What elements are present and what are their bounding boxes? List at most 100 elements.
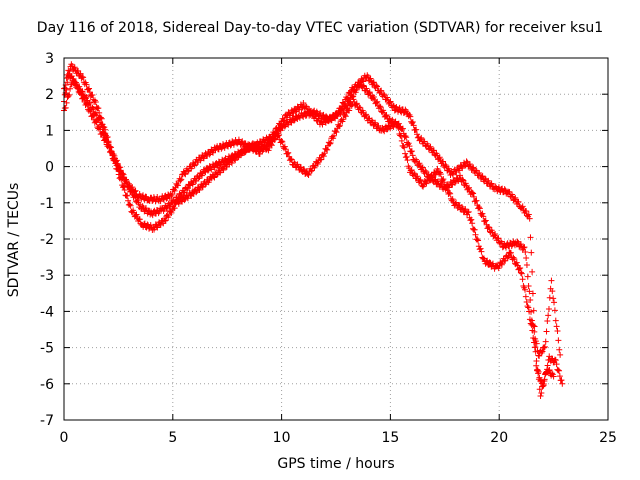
data-point [398,137,405,144]
data-point [446,189,453,196]
data-point [482,175,489,182]
data-point [278,138,285,145]
data-point [544,362,551,369]
data-point [95,105,102,112]
data-point [340,116,347,123]
x-tick-label: 20 [490,430,508,446]
data-point [75,67,82,74]
data-point [384,126,391,133]
data-point [394,121,401,128]
data-point [459,165,466,172]
data-point [294,161,301,168]
data-point [537,393,544,400]
data-point [398,132,405,139]
data-point [86,106,93,113]
y-tick-label: -1 [40,196,54,212]
data-point [409,152,416,159]
chart-title: Day 116 of 2018, Sidereal Day-to-day VTE… [36,20,604,36]
data-point [285,121,292,128]
data-point [251,144,258,151]
data-point [401,144,408,151]
data-point [545,367,552,374]
data-point [541,343,548,350]
data-point [65,67,72,74]
data-point [468,216,475,223]
data-point [543,328,550,335]
data-point [63,75,70,82]
data-point [83,94,90,101]
data-point [546,367,553,374]
data-point [324,146,331,153]
data-point [193,177,200,184]
data-point [411,170,418,177]
data-point [363,111,370,118]
data-point [472,231,479,238]
data-point [469,189,476,196]
data-point [117,167,124,174]
data-point [523,262,530,269]
data-point [242,140,249,147]
data-point [476,204,483,211]
data-point [136,216,143,223]
data-point [403,134,410,141]
data-point [404,157,411,164]
data-point [522,293,529,300]
data-point [66,91,73,98]
data-point [526,288,533,295]
data-point [554,327,561,334]
data-point [517,269,524,276]
data-point [71,78,78,85]
data-point [532,348,539,355]
data-point [189,181,196,188]
data-point [202,169,209,176]
data-point [531,344,538,351]
data-point [171,187,178,194]
data-point [195,175,202,182]
data-point [519,203,526,210]
data-point [265,141,272,148]
data-point [555,337,562,344]
data-point [102,136,109,143]
data-point [366,89,373,96]
data-point [409,119,416,126]
data-point [553,361,560,368]
data-point [127,202,134,209]
data-point [98,130,105,137]
data-point [544,317,551,324]
data-point [218,145,225,152]
data-point [529,327,536,334]
data-point [96,126,103,133]
data-point [346,107,353,114]
data-point [373,82,380,89]
data-point [107,149,114,156]
data-point [546,294,553,301]
data-point [481,218,488,225]
data-point [115,163,122,170]
data-point [86,85,93,92]
data-point [288,156,295,163]
data-point [556,367,563,374]
data-point [549,288,556,295]
data-point [530,334,537,341]
data-point [402,150,409,157]
data-point [171,205,178,212]
data-point [426,177,433,184]
data-point [463,158,470,165]
x-tick-label: 15 [381,430,399,446]
data-point [471,226,478,233]
data-point [528,249,535,256]
data-point [520,244,527,251]
data-point [131,188,138,195]
data-point [516,265,523,272]
data-point [162,217,169,224]
data-point [466,184,473,191]
data-point [474,236,481,243]
data-point [465,208,472,215]
data-point [405,140,412,147]
data-point [479,210,486,217]
data-point [300,100,307,107]
data-point [510,254,517,261]
data-point [470,193,477,200]
data-point [330,132,337,139]
